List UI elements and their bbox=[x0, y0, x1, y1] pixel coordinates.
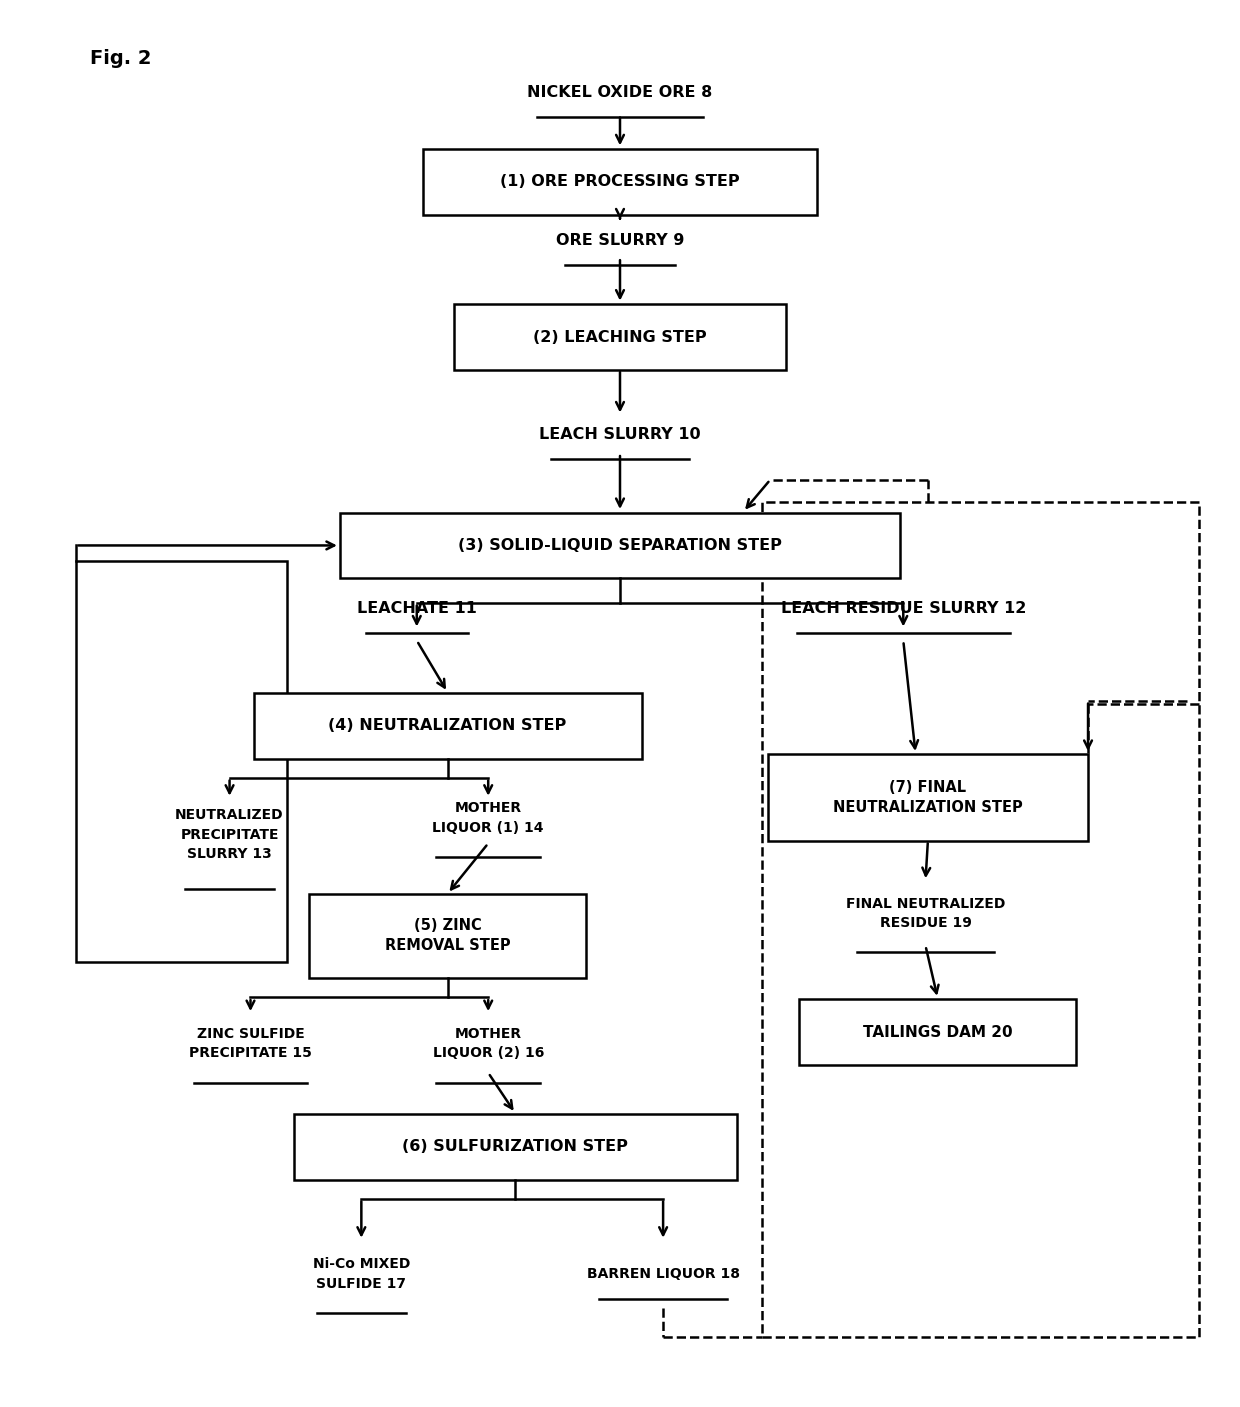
Text: (1) ORE PROCESSING STEP: (1) ORE PROCESSING STEP bbox=[500, 174, 740, 190]
Text: (7) FINAL
NEUTRALIZATION STEP: (7) FINAL NEUTRALIZATION STEP bbox=[833, 779, 1023, 815]
Text: NEUTRALIZED
PRECIPITATE
SLURRY 13: NEUTRALIZED PRECIPITATE SLURRY 13 bbox=[175, 809, 284, 861]
Text: (3) SOLID-LIQUID SEPARATION STEP: (3) SOLID-LIQUID SEPARATION STEP bbox=[458, 537, 782, 553]
Text: MOTHER
LIQUOR (1) 14: MOTHER LIQUOR (1) 14 bbox=[433, 802, 544, 834]
Text: BARREN LIQUOR 18: BARREN LIQUOR 18 bbox=[587, 1268, 739, 1282]
FancyBboxPatch shape bbox=[800, 999, 1076, 1065]
Bar bbox=[761, 502, 1199, 1337]
Text: LEACH RESIDUE SLURRY 12: LEACH RESIDUE SLURRY 12 bbox=[781, 601, 1025, 616]
Text: ORE SLURRY 9: ORE SLURRY 9 bbox=[556, 234, 684, 248]
Text: (6) SULFURIZATION STEP: (6) SULFURIZATION STEP bbox=[402, 1140, 629, 1154]
Text: LEACHATE 11: LEACHATE 11 bbox=[357, 601, 476, 616]
FancyBboxPatch shape bbox=[340, 512, 900, 578]
Text: TAILINGS DAM 20: TAILINGS DAM 20 bbox=[863, 1024, 1013, 1040]
Text: (4) NEUTRALIZATION STEP: (4) NEUTRALIZATION STEP bbox=[329, 719, 567, 733]
FancyBboxPatch shape bbox=[454, 304, 786, 370]
FancyBboxPatch shape bbox=[423, 149, 817, 215]
Text: (2) LEACHING STEP: (2) LEACHING STEP bbox=[533, 329, 707, 345]
FancyBboxPatch shape bbox=[253, 694, 641, 758]
Text: (5) ZINC
REMOVAL STEP: (5) ZINC REMOVAL STEP bbox=[384, 919, 511, 953]
Text: MOTHER
LIQUOR (2) 16: MOTHER LIQUOR (2) 16 bbox=[433, 1027, 544, 1059]
Text: Ni-Co MIXED
SULFIDE 17: Ni-Co MIXED SULFIDE 17 bbox=[312, 1258, 410, 1290]
FancyBboxPatch shape bbox=[294, 1114, 737, 1179]
Text: NICKEL OXIDE ORE 8: NICKEL OXIDE ORE 8 bbox=[527, 84, 713, 100]
FancyBboxPatch shape bbox=[768, 754, 1087, 840]
FancyBboxPatch shape bbox=[309, 893, 587, 978]
Text: ZINC SULFIDE
PRECIPITATE 15: ZINC SULFIDE PRECIPITATE 15 bbox=[188, 1027, 312, 1059]
Text: LEACH SLURRY 10: LEACH SLURRY 10 bbox=[539, 428, 701, 442]
Bar bbox=[76, 561, 288, 962]
Text: Fig. 2: Fig. 2 bbox=[91, 49, 151, 68]
Text: FINAL NEUTRALIZED
RESIDUE 19: FINAL NEUTRALIZED RESIDUE 19 bbox=[846, 896, 1006, 930]
